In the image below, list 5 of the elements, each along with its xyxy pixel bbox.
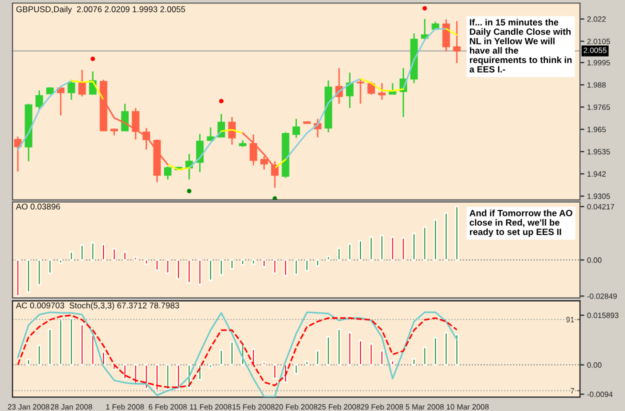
chart-title: GBPUSD,Daily 2.0076 2.0209 1.9993 2.0055 xyxy=(16,6,186,14)
annotation: If... in 15 minutes the Daily Candle Close with NL in Yellow We will have all the requirements to think in a EES I.- xyxy=(470,18,572,72)
annotation: And if Tomorrow the AO close in Red, we'll be ready to set up EES II xyxy=(470,210,572,237)
chart-title: AC 0.009703 Stoch(5,3,3) 67.3712 78.7983 xyxy=(16,302,180,310)
chart-title: AO 0.03896 xyxy=(16,204,60,210)
